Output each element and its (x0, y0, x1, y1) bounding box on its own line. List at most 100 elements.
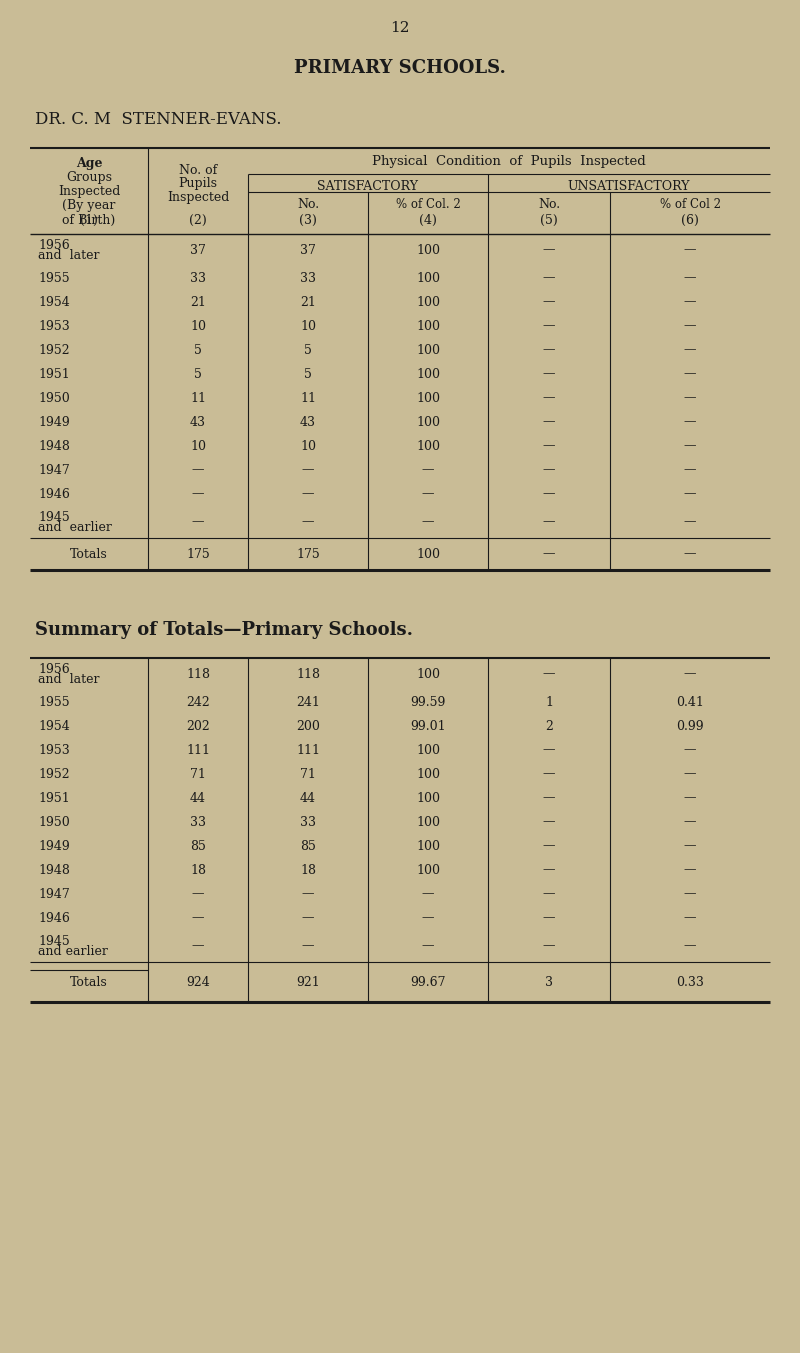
Text: 10: 10 (190, 319, 206, 333)
Text: 71: 71 (300, 767, 316, 781)
Text: Totals: Totals (70, 977, 108, 989)
Text: —: — (302, 487, 314, 501)
Text: and  earlier: and earlier (38, 521, 112, 534)
Text: —: — (542, 939, 555, 953)
Text: 1946: 1946 (38, 487, 70, 501)
Text: (5): (5) (540, 214, 558, 226)
Text: Physical  Condition  of  Pupils  Inspected: Physical Condition of Pupils Inspected (372, 156, 646, 169)
Text: 1956: 1956 (38, 238, 70, 252)
Text: 100: 100 (416, 816, 440, 828)
Text: 99.01: 99.01 (410, 720, 446, 732)
Text: —: — (684, 744, 696, 756)
Text: —: — (422, 515, 434, 529)
Text: 0.41: 0.41 (676, 695, 704, 709)
Text: DR. C. M  STENNER-EVANS.: DR. C. M STENNER-EVANS. (35, 111, 282, 129)
Text: —: — (684, 515, 696, 529)
Text: —: — (684, 792, 696, 805)
Text: 33: 33 (300, 272, 316, 284)
Text: —: — (422, 888, 434, 901)
Text: 202: 202 (186, 720, 210, 732)
Text: 118: 118 (296, 667, 320, 681)
Text: 37: 37 (300, 244, 316, 257)
Text: SATISFACTORY: SATISFACTORY (318, 180, 418, 192)
Text: —: — (542, 295, 555, 308)
Text: UNSATISFACTORY: UNSATISFACTORY (568, 180, 690, 192)
Text: 0.99: 0.99 (676, 720, 704, 732)
Text: 100: 100 (416, 839, 440, 852)
Text: —: — (542, 440, 555, 452)
Text: —: — (684, 464, 696, 476)
Text: —: — (542, 391, 555, 405)
Text: —: — (684, 863, 696, 877)
Text: 241: 241 (296, 695, 320, 709)
Text: (3): (3) (299, 214, 317, 226)
Text: 85: 85 (190, 839, 206, 852)
Text: 100: 100 (416, 244, 440, 257)
Text: 1951: 1951 (38, 368, 70, 380)
Text: —: — (422, 912, 434, 924)
Text: —: — (684, 344, 696, 356)
Text: —: — (192, 515, 204, 529)
Text: Inspected: Inspected (58, 185, 120, 199)
Text: —: — (684, 295, 696, 308)
Text: 118: 118 (186, 667, 210, 681)
Text: 11: 11 (190, 391, 206, 405)
Text: 21: 21 (300, 295, 316, 308)
Text: 37: 37 (190, 244, 206, 257)
Text: —: — (422, 464, 434, 476)
Text: —: — (684, 839, 696, 852)
Text: No.: No. (538, 198, 560, 211)
Text: 100: 100 (416, 272, 440, 284)
Text: 10: 10 (300, 319, 316, 333)
Text: 71: 71 (190, 767, 206, 781)
Text: 1949: 1949 (38, 839, 70, 852)
Text: 1949: 1949 (38, 415, 70, 429)
Text: 100: 100 (416, 368, 440, 380)
Text: —: — (684, 368, 696, 380)
Text: —: — (542, 667, 555, 681)
Text: 1953: 1953 (38, 319, 70, 333)
Text: —: — (542, 464, 555, 476)
Text: 175: 175 (296, 548, 320, 560)
Text: 1950: 1950 (38, 816, 70, 828)
Text: 111: 111 (186, 744, 210, 756)
Text: —: — (684, 939, 696, 953)
Text: —: — (684, 816, 696, 828)
Text: 5: 5 (304, 368, 312, 380)
Text: 1948: 1948 (38, 863, 70, 877)
Text: —: — (302, 515, 314, 529)
Text: 5: 5 (194, 368, 202, 380)
Text: —: — (302, 939, 314, 953)
Text: 1952: 1952 (38, 767, 70, 781)
Text: 33: 33 (300, 816, 316, 828)
Text: 100: 100 (416, 319, 440, 333)
Text: 85: 85 (300, 839, 316, 852)
Text: 21: 21 (190, 295, 206, 308)
Text: —: — (684, 767, 696, 781)
Text: 100: 100 (416, 863, 440, 877)
Text: 18: 18 (190, 863, 206, 877)
Text: Pupils: Pupils (178, 177, 218, 191)
Text: (2): (2) (189, 214, 207, 226)
Text: 100: 100 (416, 792, 440, 805)
Text: 1951: 1951 (38, 792, 70, 805)
Text: 44: 44 (190, 792, 206, 805)
Text: No.: No. (297, 198, 319, 211)
Text: 11: 11 (300, 391, 316, 405)
Text: 100: 100 (416, 440, 440, 452)
Text: and  later: and later (38, 249, 99, 262)
Text: 1946: 1946 (38, 912, 70, 924)
Text: and earlier: and earlier (38, 946, 108, 958)
Text: —: — (542, 792, 555, 805)
Text: Summary of Totals—Primary Schools.: Summary of Totals—Primary Schools. (35, 621, 413, 639)
Text: —: — (192, 487, 204, 501)
Text: 1956: 1956 (38, 663, 70, 675)
Text: 1953: 1953 (38, 744, 70, 756)
Text: 1955: 1955 (38, 272, 70, 284)
Text: —: — (684, 319, 696, 333)
Text: Groups: Groups (66, 172, 112, 184)
Text: 10: 10 (300, 440, 316, 452)
Text: 100: 100 (416, 767, 440, 781)
Text: —: — (542, 515, 555, 529)
Text: —: — (684, 487, 696, 501)
